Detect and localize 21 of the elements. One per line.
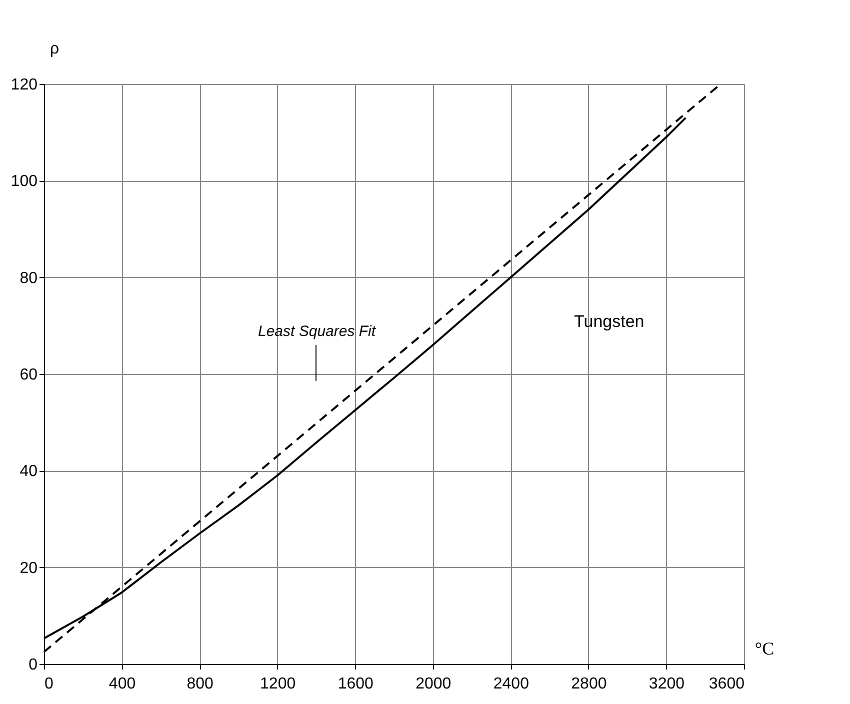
y-tick-label: 80	[20, 270, 38, 287]
y-tick-label: 40	[20, 463, 38, 480]
y-tick-label: 120	[10, 76, 38, 94]
x-tick-label: 400	[108, 676, 136, 692]
x-tick-label: 1200	[260, 676, 296, 692]
y-tick-label: 60	[20, 366, 38, 384]
x-tick-label: 2400	[493, 676, 530, 692]
y-tick-label: 20	[20, 560, 38, 577]
x-tick-label: 0	[44, 676, 54, 692]
annotation: Tungsten	[574, 312, 644, 331]
x-tick-label: 800	[186, 676, 214, 692]
x-tick-label: 1600	[338, 676, 374, 692]
y-tick-label: 100	[10, 173, 38, 190]
x-tick-label: 3200	[648, 676, 685, 692]
x-tick-label: 2000	[416, 676, 452, 692]
y-axis-title: ρ	[50, 40, 60, 58]
annotation: Least Squares Fit	[258, 323, 376, 340]
x-axis-title: °C	[754, 638, 774, 658]
x-tick-label: 3600	[708, 676, 745, 692]
y-tick-label: 0	[28, 656, 38, 674]
x-tick-label: 2800	[571, 676, 607, 692]
